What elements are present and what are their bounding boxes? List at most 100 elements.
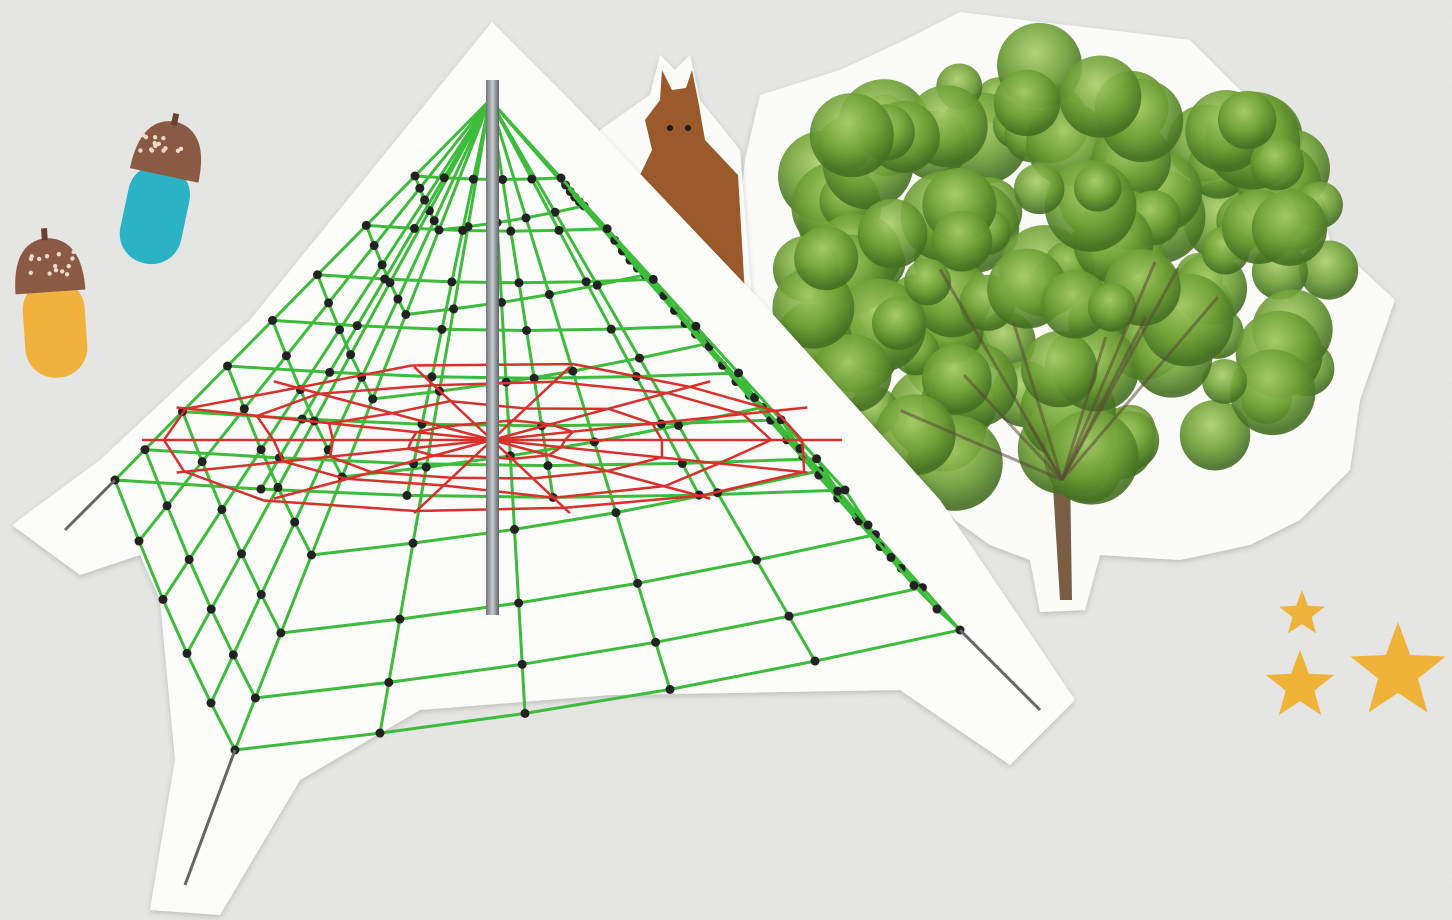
rope-knot bbox=[380, 274, 389, 283]
rope-knot bbox=[543, 461, 552, 470]
leaf-cluster bbox=[794, 226, 858, 290]
rope-knot bbox=[469, 175, 478, 184]
cap-dot bbox=[161, 148, 165, 152]
cap-dot bbox=[47, 271, 51, 275]
rope-knot bbox=[841, 486, 850, 495]
rope-knot bbox=[910, 581, 919, 590]
rope-knot bbox=[440, 173, 449, 182]
rope-knot bbox=[437, 325, 446, 334]
rope-knot bbox=[449, 304, 458, 313]
leaf-cluster bbox=[904, 259, 951, 306]
leaf-cluster bbox=[1074, 164, 1121, 211]
leaf-cluster bbox=[1021, 331, 1097, 407]
rope-knot bbox=[403, 491, 412, 500]
rope-knot bbox=[325, 368, 334, 377]
rope-knot bbox=[393, 295, 402, 304]
rope-knot bbox=[498, 175, 507, 184]
rope-knot bbox=[207, 699, 216, 708]
collage bbox=[0, 0, 1452, 920]
cap-dot bbox=[57, 252, 61, 256]
rope-knot bbox=[368, 395, 377, 404]
rope-knot bbox=[362, 221, 371, 230]
rope-knot bbox=[514, 278, 523, 287]
cap-dot bbox=[54, 268, 58, 272]
cap-dot bbox=[153, 135, 157, 139]
cap-dot bbox=[176, 149, 180, 153]
rope-knot bbox=[217, 505, 226, 514]
rope-knot bbox=[666, 685, 675, 694]
rope-knot bbox=[785, 612, 794, 621]
rope-knot bbox=[411, 172, 420, 181]
rope-knot bbox=[415, 184, 424, 193]
squirrel-eye bbox=[685, 125, 691, 131]
rope-knot bbox=[307, 551, 316, 560]
rope-knot bbox=[257, 485, 266, 494]
leaf-cluster bbox=[858, 199, 928, 269]
rope-knot bbox=[223, 362, 232, 371]
cap-dot bbox=[141, 133, 145, 137]
rope-knot bbox=[240, 404, 249, 413]
rope-knot bbox=[251, 694, 260, 703]
rope-knot bbox=[635, 354, 644, 363]
rope-knot bbox=[593, 281, 602, 290]
rope-knot bbox=[633, 579, 642, 588]
rope-knot bbox=[324, 298, 333, 307]
leaf-cluster bbox=[994, 70, 1060, 136]
rope-knot bbox=[273, 483, 282, 492]
leaf-cluster bbox=[1014, 164, 1065, 215]
rope-knot bbox=[346, 350, 355, 359]
rope-knot bbox=[603, 224, 612, 233]
rope-knot bbox=[811, 657, 820, 666]
rope-knot bbox=[183, 649, 192, 658]
rope-knot bbox=[237, 549, 246, 558]
cap-dot bbox=[29, 271, 33, 275]
rope-knot bbox=[734, 369, 743, 378]
cap-dot bbox=[29, 257, 33, 261]
rope-knot bbox=[649, 275, 658, 284]
cap-dot bbox=[45, 254, 49, 258]
rope-knot bbox=[933, 605, 942, 614]
rope-knot bbox=[135, 537, 144, 546]
rope-knot bbox=[607, 325, 616, 334]
cap-dot bbox=[37, 257, 41, 261]
rope-knot bbox=[435, 226, 444, 235]
rope-knot bbox=[527, 175, 536, 184]
cap-dot bbox=[65, 272, 69, 276]
cap-dot bbox=[53, 264, 57, 268]
rope-knot bbox=[410, 224, 419, 233]
cap-dot bbox=[150, 148, 154, 152]
rope-knot bbox=[554, 226, 563, 235]
rope-knot bbox=[691, 322, 700, 331]
leaf-cluster bbox=[1252, 190, 1327, 265]
rope-knot bbox=[159, 595, 168, 604]
cap-dot bbox=[67, 264, 71, 268]
rope-knot bbox=[651, 638, 660, 647]
rope-knot bbox=[370, 241, 379, 250]
rope-knot bbox=[510, 525, 519, 534]
rope-knot bbox=[518, 660, 527, 669]
cap-dot bbox=[161, 136, 165, 140]
cap-dot bbox=[72, 250, 76, 254]
cap-dot bbox=[70, 256, 74, 260]
rope-knot bbox=[812, 454, 821, 463]
rope-knot bbox=[376, 729, 385, 738]
rope-knot bbox=[887, 553, 896, 562]
rope-knot bbox=[257, 590, 266, 599]
rope-knot bbox=[522, 326, 531, 335]
rope-knot bbox=[268, 316, 277, 325]
leaf-cluster bbox=[872, 296, 926, 350]
rope-knot bbox=[207, 605, 216, 614]
rope-knot bbox=[353, 321, 362, 330]
rope-knot bbox=[141, 445, 150, 454]
rope-knot bbox=[282, 351, 291, 360]
rope-knot bbox=[557, 174, 566, 183]
rope-knot bbox=[313, 270, 322, 279]
rope-knot bbox=[185, 555, 194, 564]
cap-dot bbox=[153, 144, 157, 148]
rope-knot bbox=[290, 518, 299, 527]
rope-knot bbox=[506, 227, 515, 236]
rope-knot bbox=[612, 508, 621, 517]
rope-knot bbox=[752, 556, 761, 565]
rope-knot bbox=[384, 678, 393, 687]
rope-knot bbox=[521, 709, 530, 718]
